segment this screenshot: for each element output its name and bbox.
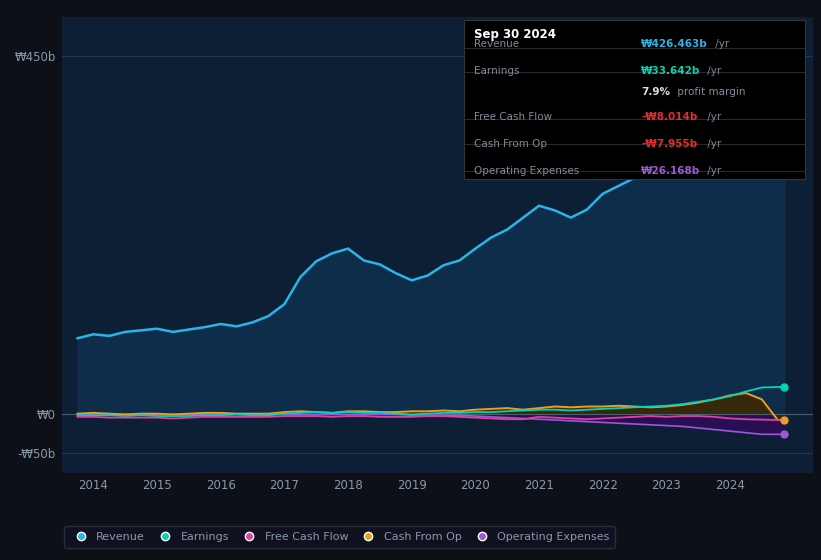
Legend: Revenue, Earnings, Free Cash Flow, Cash From Op, Operating Expenses: Revenue, Earnings, Free Cash Flow, Cash … xyxy=(64,526,615,548)
Text: Revenue: Revenue xyxy=(474,39,519,49)
Text: ₩33.642b: ₩33.642b xyxy=(641,66,700,76)
Text: ₩26.168b: ₩26.168b xyxy=(641,166,700,176)
Text: /yr: /yr xyxy=(704,112,722,122)
Text: ₩426.463b: ₩426.463b xyxy=(641,39,708,49)
Text: Operating Expenses: Operating Expenses xyxy=(474,166,580,176)
Text: /yr: /yr xyxy=(704,139,722,150)
Text: 7.9%: 7.9% xyxy=(641,87,670,97)
Text: /yr: /yr xyxy=(712,39,729,49)
Text: -₩7.955b: -₩7.955b xyxy=(641,139,697,150)
Text: Cash From Op: Cash From Op xyxy=(474,139,547,150)
Text: Sep 30 2024: Sep 30 2024 xyxy=(474,29,556,41)
Text: /yr: /yr xyxy=(704,166,722,176)
Text: Earnings: Earnings xyxy=(474,66,520,76)
Text: profit margin: profit margin xyxy=(674,87,746,97)
Text: /yr: /yr xyxy=(704,66,722,76)
Text: -₩8.014b: -₩8.014b xyxy=(641,112,697,122)
Text: Free Cash Flow: Free Cash Flow xyxy=(474,112,553,122)
